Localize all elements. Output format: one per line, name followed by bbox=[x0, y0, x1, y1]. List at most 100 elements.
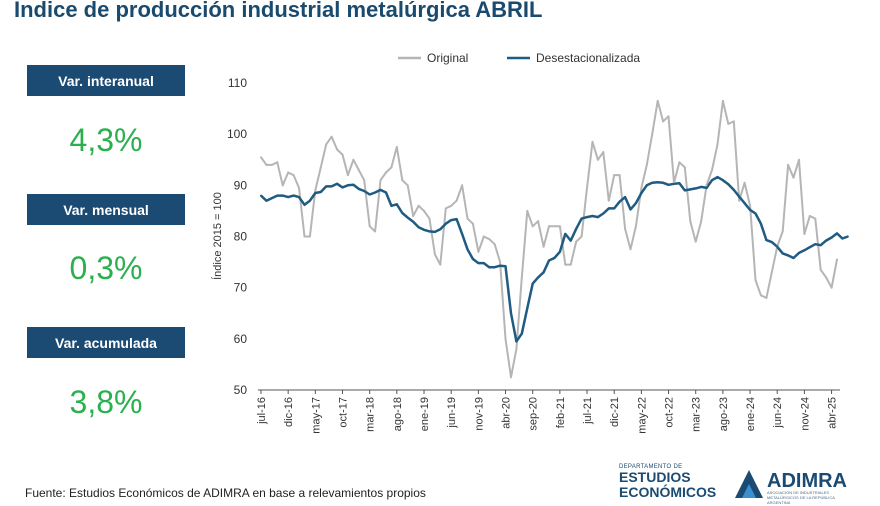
data-point-desestacionalizada bbox=[401, 211, 404, 214]
data-point-desestacionalizada bbox=[716, 176, 719, 179]
data-point-desestacionalizada bbox=[797, 251, 800, 254]
data-point-desestacionalizada bbox=[819, 244, 822, 247]
x-tick-label: feb-21 bbox=[555, 397, 567, 428]
source-note: Fuente: Estudios Económicos de ADIMRA en… bbox=[25, 486, 426, 500]
data-point-desestacionalizada bbox=[466, 248, 469, 251]
data-point-original bbox=[640, 186, 643, 189]
page-title: Indice de producción industrial metalúrg… bbox=[14, 0, 543, 22]
data-point-desestacionalizada bbox=[558, 250, 561, 253]
data-point-original bbox=[292, 174, 295, 177]
logo-estudios-text: ESTUDIOS bbox=[619, 469, 691, 485]
data-point-desestacionalizada bbox=[330, 185, 333, 188]
data-point-original bbox=[260, 156, 262, 159]
data-point-desestacionalizada bbox=[613, 207, 616, 210]
kpi-value-interanual: 4,3% bbox=[69, 122, 143, 158]
data-point-desestacionalizada bbox=[303, 203, 306, 206]
data-point-original bbox=[743, 181, 746, 184]
data-point-desestacionalizada bbox=[586, 216, 589, 219]
data-point-desestacionalizada bbox=[504, 265, 507, 268]
data-point-desestacionalizada bbox=[841, 237, 844, 240]
y-axis-label: Índice 2015 = 100 bbox=[211, 192, 224, 280]
data-point-original bbox=[607, 199, 610, 202]
x-tick-label: ago-23 bbox=[718, 397, 730, 431]
data-point-original bbox=[265, 163, 268, 166]
x-tick-label: nov-19 bbox=[473, 397, 485, 431]
data-point-original bbox=[352, 158, 355, 161]
data-point-desestacionalizada bbox=[803, 249, 806, 252]
data-point-original bbox=[390, 166, 393, 169]
data-point-desestacionalizada bbox=[770, 241, 773, 244]
data-point-original bbox=[634, 225, 637, 228]
data-point-original bbox=[656, 99, 659, 102]
data-point-desestacionalizada bbox=[319, 190, 322, 193]
data-point-original bbox=[651, 133, 654, 136]
data-point-desestacionalizada bbox=[656, 181, 659, 184]
y-tick-label: 100 bbox=[227, 127, 247, 141]
data-point-original bbox=[515, 348, 518, 351]
data-point-original bbox=[602, 151, 605, 154]
data-point-original bbox=[363, 179, 366, 182]
x-tick-label: abr-20 bbox=[501, 397, 513, 429]
series-points-desestacionalizada bbox=[260, 176, 849, 343]
legend: Original Desestacionalizada bbox=[398, 51, 640, 65]
data-point-original bbox=[624, 227, 627, 230]
data-point-original bbox=[694, 240, 697, 243]
data-point-original bbox=[537, 220, 540, 223]
data-point-original bbox=[461, 184, 464, 187]
data-point-desestacionalizada bbox=[515, 340, 518, 343]
data-point-desestacionalizada bbox=[814, 243, 817, 246]
data-point-original bbox=[384, 171, 387, 174]
data-point-original bbox=[444, 207, 447, 210]
data-point-original bbox=[732, 120, 735, 123]
data-point-desestacionalizada bbox=[308, 199, 311, 202]
x-tick-label: oct-17 bbox=[338, 397, 350, 428]
x-tick-label: jul-21 bbox=[582, 397, 594, 425]
data-point-original bbox=[564, 263, 567, 266]
data-point-original bbox=[439, 263, 442, 266]
y-axis-ticks: 50 60 70 80 90 100 110 bbox=[227, 76, 247, 397]
data-point-desestacionalizada bbox=[341, 186, 344, 189]
data-point-original bbox=[542, 245, 545, 248]
x-tick-label: dic-16 bbox=[283, 397, 295, 427]
data-point-desestacionalizada bbox=[493, 266, 496, 269]
data-point-original bbox=[618, 174, 621, 177]
legend-label-desestacionalizada: Desestacionalizada bbox=[536, 51, 640, 65]
x-tick-label: ene-24 bbox=[745, 397, 757, 431]
kpi-label-interanual: Var. interanual bbox=[27, 65, 185, 96]
data-point-original bbox=[477, 250, 480, 253]
data-point-original bbox=[308, 235, 311, 238]
data-point-desestacionalizada bbox=[711, 179, 714, 182]
data-point-desestacionalizada bbox=[471, 258, 474, 261]
data-point-original bbox=[591, 140, 594, 143]
data-point-desestacionalizada bbox=[548, 259, 550, 262]
data-point-original bbox=[754, 278, 757, 281]
x-tick-label: mar-23 bbox=[691, 397, 703, 432]
data-point-original bbox=[319, 166, 322, 169]
data-point-original bbox=[433, 253, 436, 256]
data-point-original bbox=[493, 243, 496, 246]
data-point-desestacionalizada bbox=[281, 194, 284, 197]
data-point-desestacionalizada bbox=[553, 256, 556, 259]
data-point-desestacionalizada bbox=[461, 232, 464, 235]
legend-label-original: Original bbox=[427, 51, 468, 65]
data-point-desestacionalizada bbox=[575, 227, 578, 230]
data-point-original bbox=[368, 225, 371, 228]
x-tick-label: jun-19 bbox=[446, 397, 458, 429]
data-point-original bbox=[482, 235, 485, 238]
x-tick-label: mar-18 bbox=[365, 397, 377, 432]
data-point-original bbox=[428, 217, 431, 220]
data-point-desestacionalizada bbox=[683, 189, 686, 192]
data-point-desestacionalizada bbox=[705, 186, 708, 189]
data-point-original bbox=[450, 204, 453, 207]
data-point-desestacionalizada bbox=[368, 193, 371, 196]
data-point-original bbox=[569, 263, 572, 266]
data-point-desestacionalizada bbox=[743, 202, 746, 205]
data-point-desestacionalizada bbox=[412, 220, 415, 223]
data-point-original bbox=[499, 261, 502, 264]
data-point-desestacionalizada bbox=[374, 191, 377, 194]
data-point-desestacionalizada bbox=[754, 212, 757, 215]
data-point-original bbox=[781, 230, 784, 233]
data-point-original bbox=[727, 122, 730, 125]
data-point-desestacionalizada bbox=[352, 183, 355, 186]
adimra-tagline: ASOCIACIÓN DE INDUSTRIALES METALÚRGICOS … bbox=[767, 490, 835, 505]
